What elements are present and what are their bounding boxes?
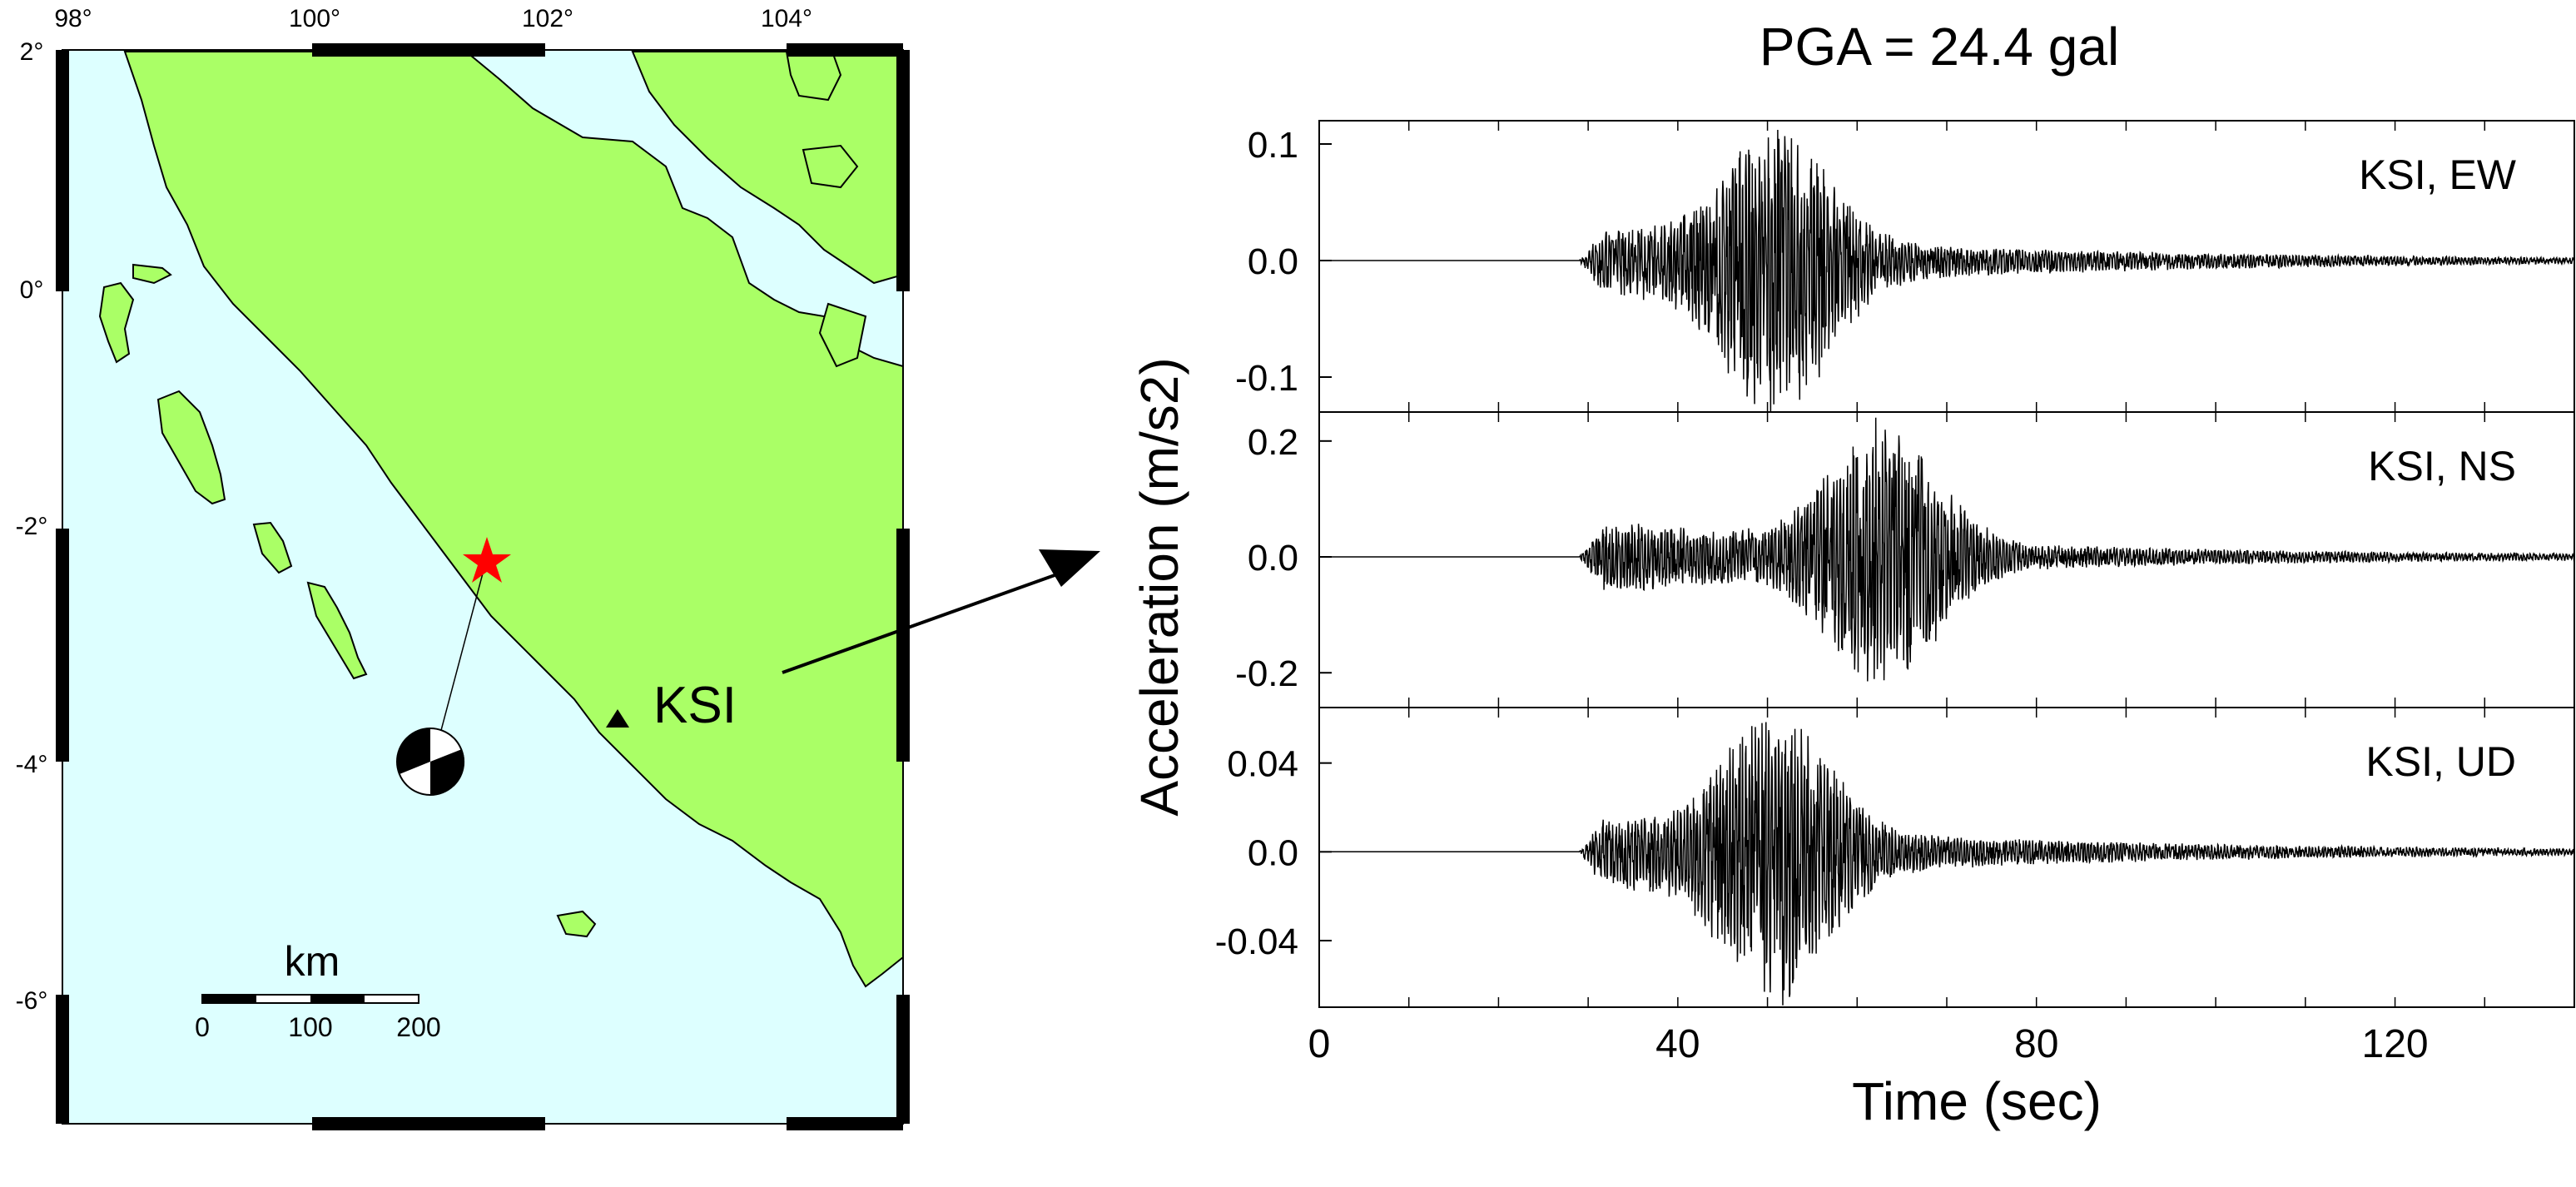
epicenter-star-icon bbox=[463, 537, 511, 583]
epicenter-link-line bbox=[432, 557, 488, 762]
scale-bar: km 0 100 200 bbox=[195, 938, 441, 1042]
scale-unit: km bbox=[285, 938, 340, 985]
chart-title: PGA = 24.4 gal bbox=[1760, 17, 2119, 77]
lat-label: -2° bbox=[16, 513, 48, 540]
waveform-trace bbox=[1319, 129, 2575, 413]
waveform-panel: 0.2 0.0 -0.2 KSI, NS bbox=[1235, 411, 2575, 708]
station-label: KSI bbox=[653, 677, 737, 734]
map-land-island-enggano bbox=[556, 910, 597, 938]
y-tick-label: -0.1 bbox=[1235, 358, 1298, 399]
map-lat-labels: 2° 0° -2° -4° -6° bbox=[16, 38, 48, 1015]
waveform-trace bbox=[1319, 417, 2575, 682]
y-tick-label: 0.0 bbox=[1248, 241, 1298, 282]
y-tick-label: -0.04 bbox=[1215, 921, 1298, 962]
map-land-island-e1 bbox=[802, 144, 859, 189]
arrow-icon bbox=[782, 549, 1100, 674]
chart-xlabel: Time (sec) bbox=[1852, 1071, 2102, 1131]
lon-label: 104° bbox=[761, 5, 812, 32]
map-land-sumatra bbox=[123, 51, 904, 988]
map-land-island-pagai bbox=[306, 581, 368, 680]
scale-label: 200 bbox=[396, 1012, 440, 1042]
series-label: KSI, EW bbox=[2359, 151, 2517, 198]
waveform-trace bbox=[1319, 722, 2575, 1006]
waveform-panel: 0.1 0.0 -0.1 KSI, EW bbox=[1235, 120, 2575, 413]
lon-label: 100° bbox=[289, 5, 340, 32]
map-land-island-sipora bbox=[252, 521, 293, 574]
lat-label: -6° bbox=[16, 987, 48, 1015]
station-triangle-icon bbox=[606, 709, 629, 728]
map-land-island-w2 bbox=[132, 263, 172, 285]
lat-label: 0° bbox=[20, 276, 44, 304]
map-land-island-w1 bbox=[98, 281, 135, 364]
map-panel: 98° 100° 102° 104° 2° 0° -2° -4° -6° KSI bbox=[16, 5, 910, 1130]
y-tick-label: 0.0 bbox=[1248, 538, 1298, 579]
series-label: KSI, UD bbox=[2365, 738, 2516, 785]
focal-mechanism-beachball-icon bbox=[396, 728, 465, 796]
x-axis: 0 40 80 120 bbox=[1308, 1022, 2429, 1066]
lat-label: -4° bbox=[16, 751, 48, 778]
lon-label: 98° bbox=[54, 5, 92, 32]
scale-label: 0 bbox=[195, 1012, 210, 1042]
map-frame-bars bbox=[56, 43, 910, 1130]
y-tick-label: 0.04 bbox=[1227, 744, 1298, 785]
scale-label: 100 bbox=[288, 1012, 332, 1042]
map-land-island-e2 bbox=[818, 302, 867, 368]
lat-label: 2° bbox=[20, 38, 44, 66]
waveform-panel: 0.04 0.0 -0.04 KSI, UD bbox=[1215, 707, 2575, 1008]
y-tick-label: 0.2 bbox=[1248, 422, 1298, 463]
chart-ylabel: Acceleration (m/s2) bbox=[1129, 357, 1189, 816]
x-tick-label: 0 bbox=[1308, 1022, 1331, 1066]
series-label: KSI, NS bbox=[2368, 443, 2516, 489]
x-tick-label: 80 bbox=[2014, 1022, 2058, 1066]
x-tick-label: 40 bbox=[1655, 1022, 1700, 1066]
map-land-island-siberut bbox=[156, 390, 226, 505]
y-tick-label: -0.2 bbox=[1235, 653, 1298, 694]
map-lon-labels: 98° 100° 102° 104° bbox=[54, 5, 812, 32]
lon-label: 102° bbox=[522, 5, 573, 32]
y-tick-label: 0.0 bbox=[1248, 832, 1298, 873]
y-tick-label: 0.1 bbox=[1248, 125, 1298, 166]
x-tick-label: 120 bbox=[2362, 1022, 2429, 1066]
waveform-chart: PGA = 24.4 gal Acceleration (m/s2) Time … bbox=[1129, 17, 2575, 1131]
